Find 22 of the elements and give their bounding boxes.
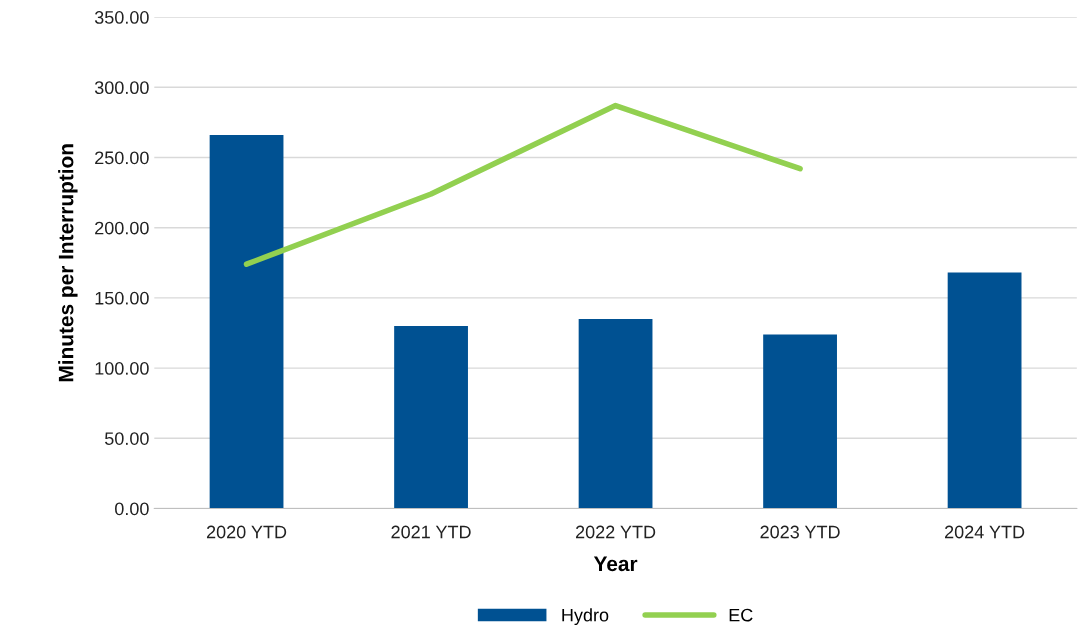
bar xyxy=(763,334,837,509)
y-tick-label: 150.00 xyxy=(95,291,149,305)
y-tick-label: 50.00 xyxy=(104,432,149,445)
bar xyxy=(578,318,653,509)
x-tick-label: 2021 YTD xyxy=(391,525,471,539)
bar xyxy=(394,325,468,509)
x-tick-label: 2024 YTD xyxy=(945,525,1025,539)
y-tick-label: 350.00 xyxy=(94,11,149,24)
bar xyxy=(947,272,1022,509)
y-tick-label: 0.00 xyxy=(115,502,149,516)
y-tick-label: 300.00 xyxy=(94,81,149,95)
bar xyxy=(209,135,284,509)
x-tick-label: 2020 YTD xyxy=(206,525,287,539)
x-tick-label: 2022 YTD xyxy=(575,525,656,539)
legend-label: Hydro xyxy=(562,608,609,626)
y-axis-title: Minutes per Interruption xyxy=(58,144,78,382)
y-tick-label: 100.00 xyxy=(95,362,149,375)
y-tick-label: 200.00 xyxy=(95,221,149,235)
x-tick-label: 2023 YTD xyxy=(760,525,840,539)
y-tick-label: 250.00 xyxy=(95,151,149,165)
legend-label: EC xyxy=(729,608,753,622)
x-axis-title: Year xyxy=(593,556,638,572)
